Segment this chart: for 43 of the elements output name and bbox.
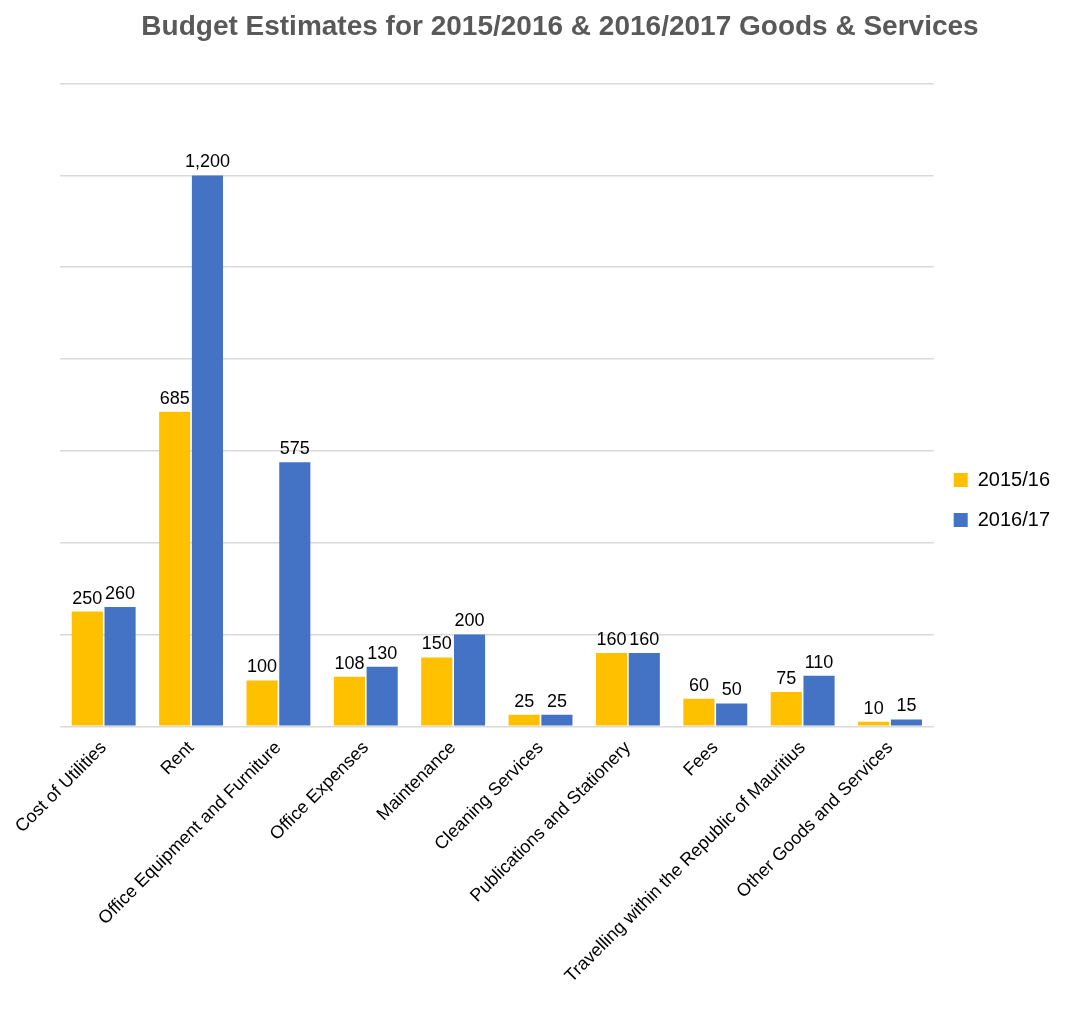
bar [421,657,453,726]
bar [159,411,191,726]
data-label: 100 [247,656,278,677]
bar [366,666,398,726]
data-label: 685 [159,387,190,408]
bar [683,698,715,726]
bar [770,691,802,726]
bar [858,721,890,726]
data-label: 250 [72,587,103,608]
chart-title: Budget Estimates for 2015/2016 & 2016/2017 Goods & Services [141,9,979,41]
legend-label: 2016/17 [977,507,1050,530]
data-label: 15 [896,695,917,716]
data-label: 25 [546,690,567,711]
data-label: 108 [334,652,365,673]
data-label: 575 [279,438,310,459]
bar [595,652,628,726]
bar [71,611,103,726]
bar [246,680,278,726]
data-label: 75 [776,667,797,688]
bar [279,462,311,726]
data-label: 110 [804,651,834,672]
bar [104,606,136,726]
bar [333,676,365,726]
bar [716,703,748,726]
data-label: 160 [596,628,627,649]
data-label: 50 [721,679,742,700]
data-label: 10 [863,697,884,718]
bar [508,714,540,726]
bar [453,634,486,726]
data-label: 130 [367,642,398,663]
bar [803,675,835,726]
data-label: 25 [514,690,535,711]
bar [191,175,223,726]
data-label: 1,200 [184,151,230,172]
data-label: 160 [629,628,660,649]
legend-label: 2015/16 [977,467,1050,490]
bar [541,714,573,726]
data-label: 260 [105,582,136,603]
bar [890,719,922,726]
data-label: 150 [421,633,452,654]
data-label: 60 [688,674,709,695]
bar [628,652,660,726]
data-label: 200 [454,610,485,631]
